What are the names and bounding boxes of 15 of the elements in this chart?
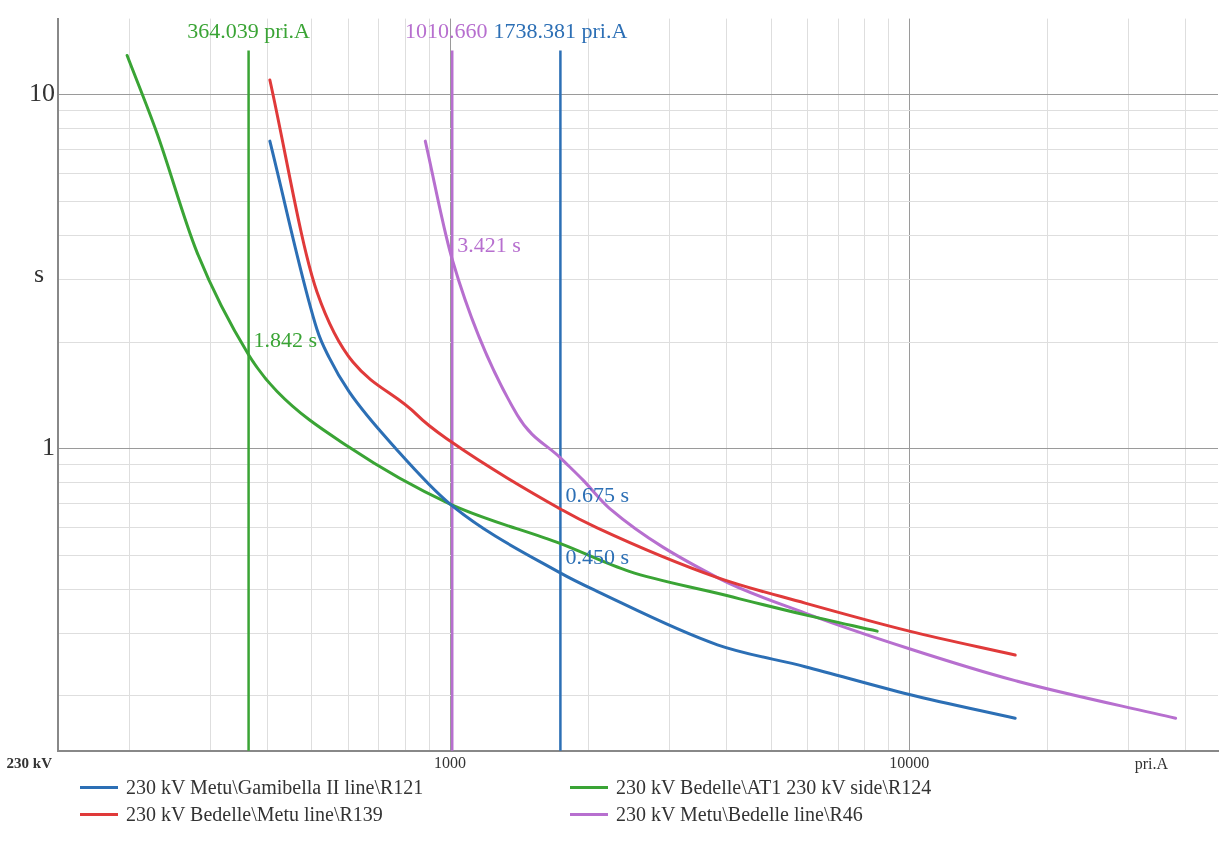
ref-line-label: 1738.381 pri.A bbox=[493, 18, 628, 44]
y-axis-title: s bbox=[33, 258, 44, 288]
y-tick-label: 1 bbox=[42, 432, 55, 462]
legend-label: 230 kV Bedelle\Metu line\R139 bbox=[126, 803, 383, 826]
annotation: 1.842 s bbox=[253, 327, 318, 353]
legend-label: 230 kV Bedelle\AT1 230 kV side\R124 bbox=[616, 776, 932, 799]
x-tick-label: 10000 bbox=[889, 753, 930, 771]
legend-label: 230 kV Metu\Bedelle line\R46 bbox=[616, 803, 863, 826]
x-axis-title: pri.A bbox=[1134, 755, 1169, 773]
y-tick-label: 10 bbox=[29, 78, 55, 108]
x-tick-label: 1000 bbox=[434, 753, 467, 771]
annotation: 3.421 s bbox=[457, 232, 521, 258]
ref-line-label: 364.039 pri.A bbox=[187, 18, 311, 44]
legend-label: 230 kV Metu\Gamibella II line\R121 bbox=[126, 776, 424, 799]
text: 230 kV bbox=[6, 755, 53, 772]
